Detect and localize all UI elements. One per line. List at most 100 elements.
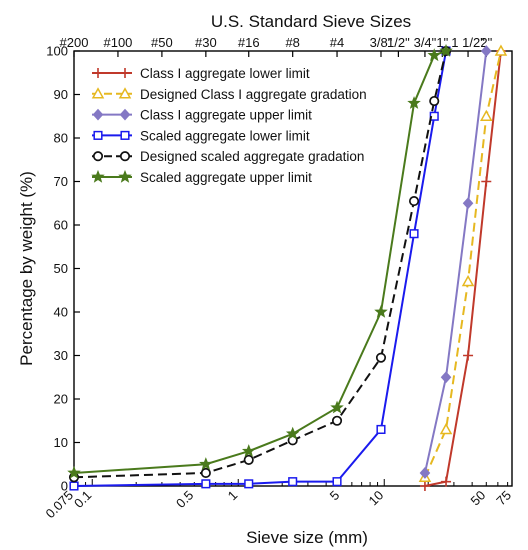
series-6 <box>67 43 453 479</box>
top-tick-label: #16 <box>238 35 260 50</box>
data-point <box>463 350 474 361</box>
data-point <box>462 197 474 210</box>
top-tick-label: #8 <box>285 35 299 50</box>
legend-marker <box>118 87 132 99</box>
data-point <box>331 415 343 426</box>
legend-label: Scaled aggregate upper limit <box>140 170 312 185</box>
top-axis: U.S. Standard Sieve Sizes #200 #100 #50 #30… <box>60 12 493 57</box>
y-tick-label: 90 <box>54 87 68 102</box>
legend-marker <box>120 68 130 78</box>
legend-label: Class I aggregate lower limit <box>140 66 310 81</box>
data-point <box>288 477 298 487</box>
data-point <box>481 176 492 187</box>
y-tick-label: 0 <box>61 479 68 494</box>
data-point <box>419 467 431 479</box>
top-tick-label: #50 <box>151 35 173 50</box>
top-tick-label: 1/2" <box>387 35 410 50</box>
data-point <box>409 229 419 239</box>
data-point <box>427 48 441 62</box>
x-tick-label: 50 <box>468 488 489 509</box>
x-tick-label: 1 <box>225 488 241 504</box>
series-2 <box>418 44 508 483</box>
y-tick-label: 40 <box>54 305 68 320</box>
x-tick-label: 5 <box>327 488 343 504</box>
top-tick-label: #30 <box>195 35 217 50</box>
legend-label: Class I aggregate upper limit <box>140 108 312 123</box>
y-tick-label: 50 <box>54 261 68 276</box>
data-point <box>407 96 421 109</box>
data-point <box>330 400 344 414</box>
data-point <box>461 275 475 287</box>
y-tick-label: 100 <box>46 44 68 59</box>
legend-label: Designed Class I aggregate gradation <box>140 87 367 102</box>
legend: Class I aggregate lower limit Designed Cl… <box>91 66 367 185</box>
legend-label: Designed scaled aggregate gradation <box>140 149 364 164</box>
y-tick-label: 80 <box>54 131 68 146</box>
top-tick-label: #200 <box>60 35 89 50</box>
legend-marker <box>119 151 131 162</box>
data-point <box>480 45 492 57</box>
series-5 <box>68 45 452 483</box>
data-point <box>201 479 211 489</box>
legend-marker <box>93 68 103 78</box>
data-point <box>243 454 254 465</box>
data-point <box>199 457 213 470</box>
data-point <box>67 465 81 479</box>
top-tick-label: 1 1/2" <box>451 35 485 50</box>
x-tick-label: 0.075 <box>43 488 77 522</box>
y-axis: Percentage by weight (%) 0 10 20 30 40 50 60 70… <box>17 44 80 494</box>
y-tick-label: 60 <box>54 218 68 233</box>
legend-marker <box>92 151 104 162</box>
top-tick-label: 3/4" <box>414 35 437 50</box>
data-point <box>419 481 430 491</box>
legend-item: Designed Class I aggregate gradation <box>91 87 367 102</box>
legend-item: Scaled aggregate upper limit <box>91 169 312 185</box>
y-tick-label: 30 <box>54 348 68 363</box>
top-tick-label: #4 <box>330 35 344 50</box>
x-tick-label: 0.1 <box>71 488 94 511</box>
legend-marker <box>119 108 131 121</box>
data-point <box>332 477 342 487</box>
data-point <box>374 304 388 318</box>
data-point <box>376 424 386 434</box>
legend-marker <box>118 169 132 183</box>
data-point <box>69 481 79 491</box>
data-point <box>408 196 420 207</box>
top-tick-label: #100 <box>103 35 132 50</box>
data-point <box>441 476 452 487</box>
legend-marker <box>120 130 130 140</box>
data-point <box>480 109 493 121</box>
data-point <box>494 44 508 56</box>
x-tick-label: 10 <box>366 488 387 509</box>
y-axis-title: Percentage by weight (%) <box>17 171 36 366</box>
series-layer <box>67 43 508 491</box>
data-point <box>440 371 452 384</box>
x-tick-label: 0.5 <box>173 488 196 511</box>
data-point <box>244 479 254 489</box>
top-axis-title: U.S. Standard Sieve Sizes <box>211 12 411 31</box>
series-line <box>423 50 488 474</box>
legend-item: Scaled aggregate lower limit <box>92 128 310 143</box>
data-point <box>439 43 453 57</box>
y-tick-label: 20 <box>54 392 68 407</box>
data-point <box>439 422 453 435</box>
legend-marker <box>91 87 105 99</box>
legend-item: Class I aggregate lower limit <box>92 66 310 81</box>
legend-item: Class I aggregate upper limit <box>92 108 312 123</box>
top-tick-label: 2" <box>480 35 492 50</box>
x-tick-label: 75 <box>493 488 514 509</box>
y-tick-label: 70 <box>54 174 68 189</box>
data-point <box>375 352 387 363</box>
legend-marker <box>92 108 104 121</box>
y-tick-label: 10 <box>54 435 68 450</box>
legend-label: Scaled aggregate lower limit <box>140 128 310 143</box>
legend-marker <box>93 130 103 140</box>
top-tick-label: 3/8" <box>370 35 393 50</box>
series-3 <box>419 45 492 479</box>
data-point <box>429 95 440 107</box>
x-axis-title: Sieve size (mm) <box>246 528 368 547</box>
legend-marker <box>91 169 105 183</box>
legend-item: Designed scaled aggregate gradation <box>92 149 364 164</box>
